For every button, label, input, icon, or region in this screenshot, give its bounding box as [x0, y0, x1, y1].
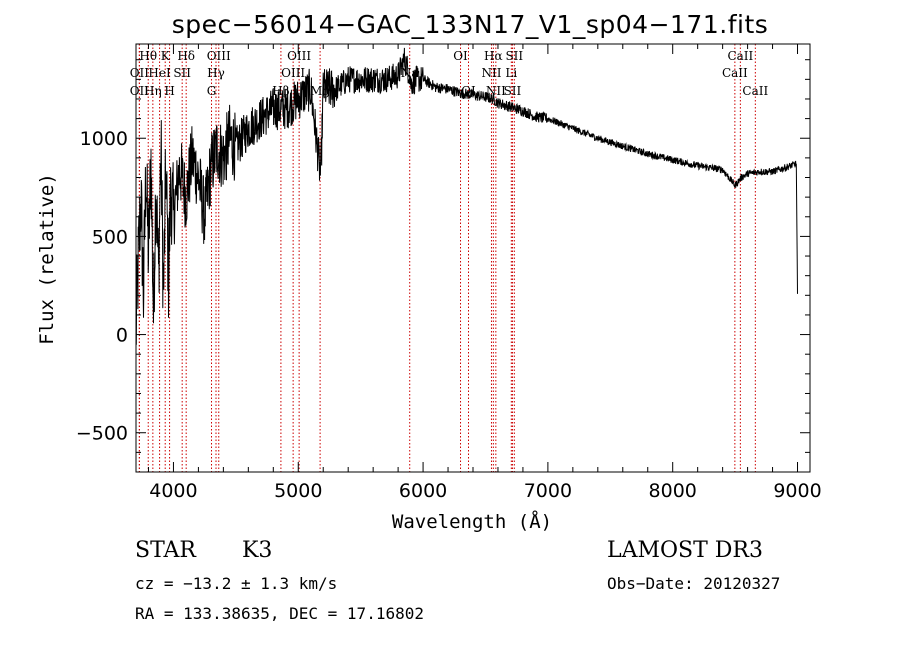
spectral-line-label: OIII — [207, 49, 231, 63]
spectral-line-label: NII — [481, 66, 501, 80]
spectral-line-label: K — [161, 49, 171, 63]
spectral-line-label: CaII — [742, 84, 768, 98]
spectral-line-label: Hγ — [207, 66, 225, 80]
survey-name: LAMOST DR3 — [607, 538, 763, 563]
spectral-line-label: Hα — [484, 49, 503, 63]
spectral-line-label: SII — [173, 66, 191, 80]
object-class: STAR — [135, 538, 196, 563]
spectrum-line — [135, 47, 798, 345]
spectral-line-label: SII — [504, 84, 522, 98]
spectral-line-label: OIII — [281, 66, 305, 80]
spectral-line-label: Li — [505, 66, 517, 80]
x-tick-label: 7000 — [524, 480, 572, 502]
x-tick-label: 5000 — [274, 480, 322, 502]
x-tick-label: 8000 — [649, 480, 697, 502]
spectral-line-label: NII — [486, 84, 506, 98]
x-tick-label: 9000 — [773, 480, 821, 502]
y-tick-label: 0 — [116, 325, 128, 347]
spectral-line-markers — [138, 44, 756, 472]
spectral-line-label: Mg — [310, 84, 330, 98]
x-tick-label: 6000 — [399, 480, 447, 502]
spectral-line-label: Hη — [144, 84, 162, 98]
spectral-line-label: Na — [401, 66, 419, 80]
spectrum-series — [135, 47, 798, 345]
y-tick-label: −500 — [76, 423, 128, 445]
spectral-line-label: OII — [130, 84, 150, 98]
y-tick-label: 1000 — [80, 128, 128, 150]
spectral-line-label: OIII — [287, 49, 311, 63]
object-subclass: K3 — [242, 538, 273, 563]
spectral-line-label: Hδ — [177, 49, 195, 63]
axis-ticks: 4000 5000 6000 7000 8000 9000 −500 0 500 1000 — [76, 44, 822, 502]
spectral-line-label: OII — [130, 66, 150, 80]
coordinates: RA = 133.38635, DEC = 17.16802 — [135, 604, 424, 623]
x-tick-label: 4000 — [149, 480, 197, 502]
plot-frame — [135, 43, 811, 473]
spectral-line-label: G — [207, 84, 217, 98]
chart-title: spec−56014−GAC_133N17_V1_sp04−171.fits — [172, 10, 769, 39]
spectral-line-label: Hθ — [139, 49, 157, 63]
redshift-velocity: cz = −13.2 ± 1.3 km/s — [135, 574, 338, 593]
spectral-line-label: HeI — [148, 66, 171, 80]
spectral-line-label: Hβ — [272, 84, 289, 98]
x-axis-label: Wavelength (Å) — [392, 510, 552, 533]
spectral-line-label: OI — [461, 84, 476, 98]
spectral-line-label: CaII — [722, 66, 748, 80]
y-axis-label: Flux (relative) — [36, 173, 58, 345]
observation-date: Obs−Date: 20120327 — [607, 574, 781, 593]
spectral-line-label: SII — [505, 49, 523, 63]
spectral-line-label: OI — [453, 49, 468, 63]
spectral-line-label: H — [164, 84, 174, 98]
y-tick-label: 500 — [92, 226, 128, 248]
spectral-line-label: CaII — [727, 49, 753, 63]
